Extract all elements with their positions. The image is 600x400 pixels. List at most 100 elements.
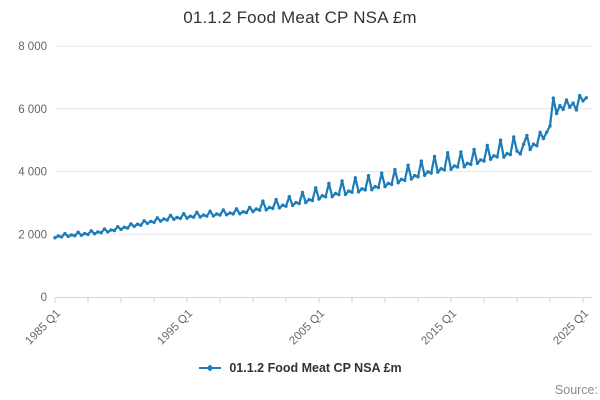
series-point-marker: [149, 219, 153, 224]
series-point-marker: [63, 231, 67, 236]
series-point-marker: [495, 155, 499, 159]
series-point-marker: [165, 218, 169, 222]
x-axis-tick-label: 2005 Q1: [287, 308, 327, 348]
series-point-marker: [515, 149, 519, 153]
series-point-marker: [343, 192, 348, 197]
series-point-marker: [274, 197, 278, 202]
y-axis-tick-label: 2 000: [18, 229, 47, 241]
series-point-marker: [416, 175, 420, 179]
series-point-marker: [201, 213, 206, 217]
x-axis-tick-label: 2015 Q1: [419, 308, 459, 348]
series-point-marker: [106, 230, 110, 234]
legend-label: 01.1.2 Food Meat CP NSA £m: [229, 361, 402, 375]
series-point-marker: [383, 184, 387, 189]
series-point-marker: [182, 212, 186, 216]
series-point-marker: [238, 212, 242, 216]
series-point-marker: [323, 195, 328, 199]
series-point-marker: [340, 179, 344, 183]
series-point-marker: [584, 96, 588, 100]
series-point-marker: [508, 152, 513, 157]
source-label: Source:: [554, 383, 598, 397]
series-point-marker: [300, 190, 305, 195]
y-axis-tick-label: 6 000: [18, 104, 47, 116]
series-point-marker: [241, 210, 245, 214]
series-point-marker: [502, 155, 506, 159]
series-point-marker: [290, 203, 295, 208]
series-point-marker: [191, 215, 196, 219]
series-point-marker: [505, 151, 509, 156]
series-point-marker: [403, 178, 407, 183]
series-point-marker: [558, 103, 562, 108]
series-point-marker: [96, 230, 100, 234]
legend-line-marker-icon: [199, 364, 222, 372]
series-point-marker: [488, 157, 493, 161]
series-point-marker: [541, 136, 546, 141]
series-point-marker: [83, 231, 87, 236]
series-point-marker: [66, 234, 70, 239]
series-point-marker: [571, 101, 575, 105]
series-line[interactable]: [53, 94, 588, 239]
series-point-marker: [429, 171, 433, 175]
series-point-marker: [399, 177, 404, 181]
series-point-marker: [145, 221, 150, 226]
series-point-marker: [59, 235, 64, 239]
series-point-marker: [551, 96, 555, 100]
series-point-marker: [353, 176, 357, 180]
series-point-marker: [366, 173, 371, 178]
series-point-marker: [158, 219, 163, 223]
series-point-marker: [452, 164, 456, 168]
series-point-marker: [294, 200, 298, 205]
series-point-marker: [119, 227, 123, 232]
series-point-marker: [142, 219, 146, 223]
series-point-marker: [459, 150, 463, 154]
series-point-marker: [73, 234, 77, 238]
series-point-marker: [386, 181, 390, 185]
series-point-marker: [393, 167, 397, 172]
chart-svg: 0 2 000 4 000 6 000 8 000 1985 Q1 1995 Q1 2005 …: [18, 41, 592, 348]
series-point-marker: [244, 210, 249, 215]
series-point-marker: [422, 173, 427, 177]
series-point-marker: [53, 236, 57, 240]
series-point-marker: [257, 208, 262, 212]
series-point-marker: [475, 161, 480, 165]
series-point-marker: [512, 135, 516, 139]
series-point-marker: [528, 147, 532, 152]
series-point-marker: [102, 227, 107, 231]
series-point-marker: [426, 170, 430, 174]
series-point-marker: [380, 171, 384, 175]
series-point-marker: [525, 133, 529, 138]
x-axis-tick-label: 1995 Q1: [155, 308, 195, 348]
series-point-marker: [205, 214, 209, 218]
y-axis-tick-label: 0: [41, 292, 47, 304]
series-point-marker: [373, 184, 377, 189]
series-point-marker: [581, 99, 585, 103]
series-point-marker: [330, 194, 334, 199]
legend-item[interactable]: 01.1.2 Food Meat CP NSA £m: [198, 361, 402, 375]
series-point-marker: [545, 130, 549, 134]
series-point-marker: [449, 167, 453, 171]
series-point-marker: [132, 224, 136, 229]
series-point-marker: [327, 181, 331, 186]
series-point-marker: [307, 197, 311, 202]
x-axis-tick-label: 1985 Q1: [23, 308, 63, 348]
series-point-marker: [337, 192, 341, 197]
series-point-marker: [248, 205, 252, 210]
series-point-marker: [56, 234, 60, 238]
series-point-marker: [234, 207, 239, 211]
series-point-marker: [195, 210, 199, 214]
series-point-marker: [535, 144, 539, 148]
series-point-marker: [277, 206, 282, 210]
series-point-marker: [76, 230, 80, 234]
series-point-marker: [413, 173, 417, 178]
series-point-marker: [376, 185, 381, 190]
series-point-marker: [281, 203, 285, 207]
series-point-marker: [254, 207, 258, 211]
series-point-marker: [482, 159, 486, 163]
series-point-marker: [564, 98, 569, 102]
series-point-marker: [485, 143, 489, 148]
series-point-marker: [356, 190, 361, 194]
series-point-marker: [370, 188, 374, 192]
series-point-marker: [446, 151, 450, 155]
series-point-marker: [442, 168, 447, 172]
